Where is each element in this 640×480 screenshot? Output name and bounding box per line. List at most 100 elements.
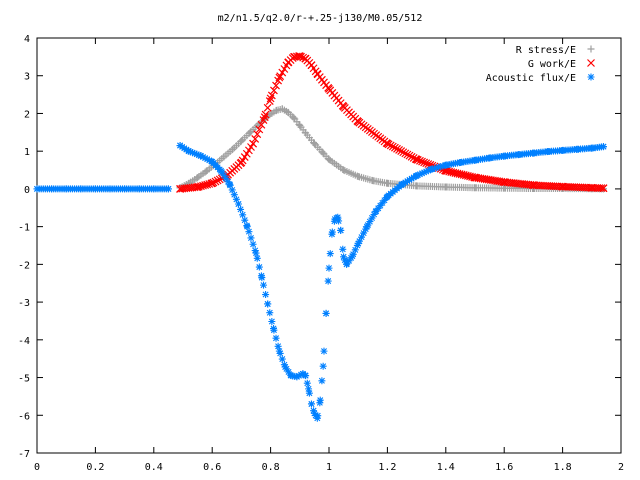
legend-marker: [587, 73, 595, 81]
series-sample: [262, 291, 270, 299]
series-sample: [353, 241, 361, 249]
series-sample: [266, 309, 274, 317]
y-tick-label: -6: [18, 411, 30, 422]
series-sample: [230, 191, 238, 199]
series-sample: [199, 153, 207, 161]
series-sample: [243, 222, 251, 230]
series-sample: [232, 195, 240, 203]
series-sample: [424, 167, 432, 175]
series-sample: [420, 168, 428, 176]
series-sample: [191, 149, 199, 157]
series-sample: [213, 176, 222, 185]
x-tick-label: 1: [326, 462, 332, 473]
series-sample: [164, 185, 172, 193]
y-tick-label: -4: [18, 336, 30, 347]
plot-frame: [36, 37, 622, 454]
series-sample: [220, 171, 228, 179]
series-sample: [422, 159, 431, 168]
series-sample: [599, 143, 607, 151]
series-sample: [189, 149, 197, 157]
series-sample: [347, 254, 355, 262]
y-tick-label: -1: [18, 223, 30, 234]
x-tick-label: 1.6: [495, 462, 513, 473]
data-point: [252, 249, 260, 257]
series-sample: [282, 365, 290, 373]
series-sample: [403, 177, 411, 185]
series-sample: [251, 134, 260, 143]
series-sample: [399, 148, 408, 157]
series-sample: [224, 178, 232, 186]
series-sample: [324, 277, 332, 285]
series-sample: [287, 371, 295, 379]
series-sample: [360, 229, 368, 237]
series-sample: [407, 152, 416, 161]
series-sample: [251, 247, 259, 255]
legend-marker: [587, 59, 595, 67]
series-sample: [345, 257, 353, 265]
series-sample: [399, 180, 407, 188]
series-sample: [439, 162, 447, 170]
data-point: [319, 362, 327, 370]
series-sample: [295, 372, 303, 380]
series-sample: [297, 371, 305, 379]
series-sample: [293, 373, 301, 381]
series-sample: [209, 178, 218, 187]
series-sample: [370, 210, 378, 218]
series-sample: [257, 272, 265, 280]
series-sample: [276, 72, 285, 81]
series-sample: [203, 155, 211, 163]
series-layer: [33, 52, 608, 422]
series-sample: [420, 158, 429, 167]
series-sample: [318, 377, 326, 385]
series-sample: [406, 176, 414, 184]
series-sample: [366, 218, 374, 226]
series-sample: [330, 217, 338, 225]
series-sample: [201, 154, 209, 162]
y-tick-label: 2: [24, 109, 30, 120]
series-sample: [263, 103, 272, 112]
series-sample: [241, 216, 249, 224]
series-sample: [195, 151, 203, 159]
series-sample: [295, 52, 303, 61]
series-sample: [234, 200, 242, 208]
legend-marker: [587, 45, 595, 53]
series-sample: [267, 91, 276, 100]
series-sample: [274, 76, 283, 85]
legend: R stress/E G work/E Acoustic flux/E: [486, 45, 595, 84]
series-0: [176, 105, 607, 193]
y-tick-label: 3: [24, 72, 30, 83]
y-tick-label: -7: [18, 449, 30, 460]
series-sample: [597, 184, 606, 193]
series-sample: [388, 142, 397, 151]
series-sample: [278, 355, 286, 363]
series-sample: [222, 175, 230, 183]
series-sample: [351, 246, 359, 254]
series-sample: [245, 228, 253, 236]
legend-label: R stress/E: [516, 45, 576, 56]
x-tick-label: 1.4: [437, 462, 455, 473]
series-sample: [255, 263, 263, 271]
x-tick-label: 0.6: [203, 462, 221, 473]
series-sample: [390, 143, 399, 152]
data-point: [310, 140, 318, 148]
series-sample: [386, 141, 395, 150]
series-sample: [307, 400, 315, 408]
series-sample: [207, 179, 216, 188]
series-sample: [322, 309, 330, 317]
chart-title: m2/n1.5/q2.0/r-+.25-j130/M0.05/512: [218, 13, 423, 24]
series-sample: [355, 237, 363, 245]
series-sample: [197, 152, 205, 160]
x-tick-label: 0: [34, 462, 40, 473]
series-sample: [426, 166, 434, 174]
series-sample: [255, 125, 264, 134]
series-sample: [280, 65, 289, 73]
series-sample: [433, 164, 441, 172]
series-sample: [228, 186, 236, 194]
series-sample: [412, 172, 420, 180]
y-tick-label: -2: [18, 260, 30, 271]
series-sample: [408, 175, 416, 183]
series-sample: [413, 156, 422, 164]
x-tick-label: 0.8: [262, 462, 280, 473]
series-sample: [393, 144, 401, 153]
series-sample: [270, 86, 278, 95]
